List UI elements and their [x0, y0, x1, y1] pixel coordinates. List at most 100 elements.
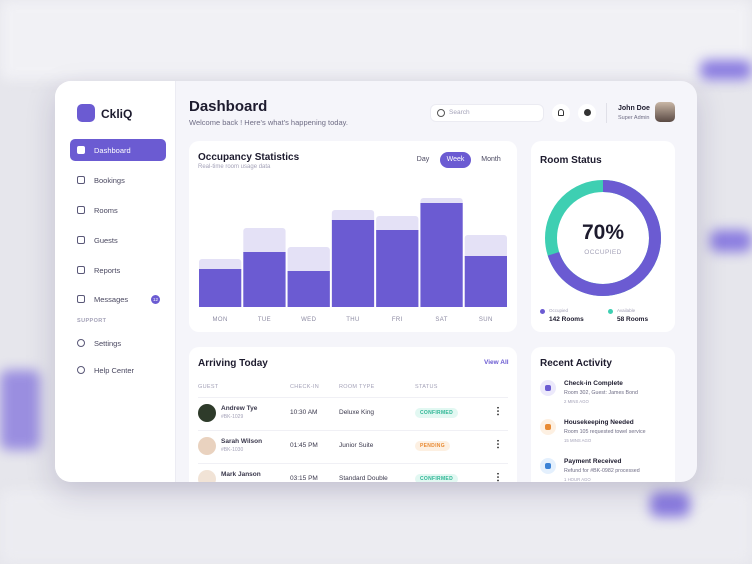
activity-time: 2 MINS AGO [564, 399, 589, 404]
nav-item[interactable]: Settings [70, 332, 166, 354]
bar-occupied [287, 271, 330, 307]
nav-item[interactable]: Bookings [70, 169, 166, 191]
backdrop [0, 370, 40, 450]
row-menu[interactable] [497, 439, 499, 449]
bar-occupied [420, 203, 463, 307]
column-header: CHECK-IN [290, 384, 319, 390]
activity-icon-glyph [545, 385, 551, 391]
bar-occupied [376, 230, 419, 307]
room-type: Deluxe King [339, 409, 375, 416]
nav-label: Rooms [94, 205, 118, 215]
x-tick-label: SUN [479, 317, 493, 323]
page-title: Dashboard [189, 98, 268, 115]
activity-detail: Room 105 requested towel service [564, 429, 646, 435]
nav-label: Messages [94, 294, 129, 304]
tab[interactable]: Month [481, 156, 501, 163]
nav-label: Dashboard [94, 145, 131, 155]
user-name: John Doe [618, 105, 650, 112]
check-in-time: 03:15 PM [290, 475, 318, 482]
nav-item[interactable]: Guests [70, 229, 166, 251]
row-divider [198, 430, 508, 431]
notifications-button[interactable] [552, 104, 570, 122]
guest-avatar [198, 437, 216, 455]
backdrop [700, 60, 752, 80]
legend-swatch [608, 309, 613, 314]
panel-subtitle: Real-time room usage data [198, 164, 271, 170]
bar-remaining [376, 216, 419, 233]
divider [606, 103, 607, 123]
guest-name: Mark Janson [221, 471, 261, 478]
occupancy-panel: Occupancy Statistics Real-time room usag… [189, 141, 517, 332]
bar-occupied [199, 269, 242, 307]
row-menu[interactable] [497, 472, 499, 482]
theme-button[interactable] [578, 104, 596, 122]
bar-occupied [464, 256, 507, 307]
nav-item[interactable]: Messages 12 [70, 288, 166, 310]
backdrop [650, 492, 690, 517]
bar-remaining [199, 259, 242, 272]
x-tick-label: MON [213, 317, 228, 323]
room-type: Junior Suite [339, 442, 374, 449]
row-menu[interactable] [497, 406, 499, 416]
column-header: ROOM TYPE [339, 384, 375, 390]
legend-label: Occupied [549, 308, 569, 313]
search-icon [437, 109, 445, 117]
legend-swatch [540, 309, 545, 314]
badge: 12 [151, 295, 160, 304]
search-box[interactable]: Search [430, 104, 544, 122]
donut-chart: 70% OCCUPIED [545, 180, 661, 296]
nav-label: Help Center [94, 365, 135, 375]
status-badge: CONFIRMED [415, 408, 458, 418]
legend-value: 58 Rooms [617, 316, 649, 323]
activity-panel: Recent Activity Check-in Complete Room 30… [531, 347, 675, 482]
booking-id: #BK-1029 [221, 414, 244, 420]
brand: CkliQ [101, 107, 133, 121]
legend-label: Available [617, 308, 636, 313]
nav-item[interactable]: Rooms [70, 199, 166, 221]
column-header: GUEST [198, 384, 219, 390]
user-avatar[interactable] [655, 102, 675, 122]
section-label: SUPPORT [77, 318, 107, 324]
dashboard-window: CkliQ Dashboard Bookings Rooms Guests Re… [55, 81, 697, 482]
bar-occupied [331, 220, 375, 307]
activity-icon-glyph [545, 424, 551, 430]
activity-title: Housekeeping Needed [564, 419, 634, 426]
nav-item[interactable]: Reports [70, 259, 166, 281]
activity-time: 1 HOUR AGO [564, 477, 591, 482]
x-tick-label: FRI [392, 317, 403, 323]
donut-value: 70% [582, 221, 624, 244]
donut-caption: OCCUPIED [584, 249, 622, 256]
x-tick-label: THU [346, 317, 360, 323]
guest-avatar [198, 470, 216, 482]
nav-item[interactable]: Dashboard [70, 139, 166, 161]
arrivals-panel: Arriving Today View All GUEST CHECK-IN R… [189, 347, 517, 482]
legend-value: 142 Rooms [549, 316, 584, 323]
status-badge: PENDING [415, 441, 450, 451]
donut-occupied [545, 180, 661, 296]
page-subtitle: Welcome back ! Here's what's happening t… [189, 118, 348, 127]
tab[interactable]: Week [440, 152, 471, 168]
room-type: Standard Double [339, 475, 388, 482]
tab[interactable]: Day [416, 156, 430, 163]
nav-item[interactable]: Help Center [70, 359, 166, 381]
nav-label: Settings [94, 338, 122, 348]
bar-occupied [243, 252, 286, 307]
bar-remaining [287, 247, 330, 274]
logo-icon [77, 104, 95, 122]
check-in-time: 01:45 PM [290, 442, 318, 449]
activity-title: Payment Received [564, 458, 622, 465]
guest-name: Sarah Wilson [221, 438, 263, 445]
view-all-link[interactable]: View All [484, 359, 509, 366]
bar-remaining [464, 235, 507, 259]
booking-id: #BK-1030 [221, 447, 244, 453]
column-header: STATUS [415, 384, 438, 390]
row-divider [198, 463, 508, 464]
search-placeholder: Search [449, 109, 470, 116]
activity-detail: Refund for #BK-0982 processed [564, 468, 640, 474]
panel-title: Occupancy Statistics [198, 152, 300, 163]
nav-label: Reports [94, 265, 121, 275]
x-tick-label: WED [301, 317, 316, 323]
backdrop [0, 490, 752, 564]
backdrop [0, 0, 752, 80]
